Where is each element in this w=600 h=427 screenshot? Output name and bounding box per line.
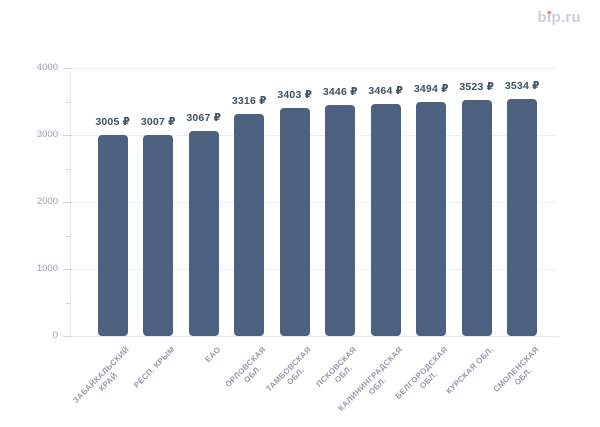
bar[interactable] bbox=[461, 99, 492, 336]
bar-slot: 3534 ₽ bbox=[500, 68, 546, 336]
y-tick-major bbox=[63, 202, 71, 203]
bars-row: 3005 ₽ 3007 ₽ 3067 ₽ 3316 ₽ 3403 ₽ 3446 ₽ 3464… bbox=[70, 68, 555, 336]
bar-value-label: 3067 ₽ bbox=[186, 111, 222, 124]
bar[interactable] bbox=[97, 134, 128, 336]
gridline bbox=[71, 269, 555, 270]
bar-value-label: 3494 ₽ bbox=[413, 82, 449, 95]
x-tick-label: СМОЛЕНСКАЯ ОБЛ. bbox=[491, 345, 541, 394]
gridline bbox=[71, 68, 555, 69]
y-tick-minor bbox=[66, 235, 71, 237]
bar-slot: 3494 ₽ bbox=[409, 68, 455, 336]
x-axis-baseline bbox=[70, 336, 559, 337]
bar[interactable] bbox=[416, 101, 447, 336]
x-tick-label: ЕАО bbox=[202, 345, 223, 365]
y-tick-label: 0 bbox=[52, 330, 58, 341]
bar-value-label: 3316 ₽ bbox=[231, 94, 267, 107]
y-tick-minor bbox=[66, 168, 71, 170]
bip-logo[interactable]: bı p.ru bbox=[537, 9, 581, 26]
y-tick-label: 1000 bbox=[36, 263, 58, 274]
x-tick-label: ТАМБОВСКАЯ ОБЛ. bbox=[264, 345, 314, 394]
x-label-slot: ТАМБОВСКАЯ ОБЛ. bbox=[265, 343, 318, 427]
bar-slot: 3464 ₽ bbox=[363, 68, 409, 336]
x-tick-label: РЕСП. КРЫМ bbox=[131, 345, 177, 390]
bar-slot: 3067 ₽ bbox=[181, 68, 227, 336]
bar-slot: 3403 ₽ bbox=[272, 68, 318, 336]
y-tick-major bbox=[63, 135, 71, 136]
logo-i-dot-icon bbox=[547, 11, 551, 15]
bar-slot: 3316 ₽ bbox=[227, 68, 273, 336]
bar-value-label: 3007 ₽ bbox=[140, 115, 176, 128]
y-tick-major bbox=[63, 68, 71, 69]
gridline bbox=[71, 202, 555, 203]
bar[interactable] bbox=[234, 113, 265, 336]
bar-value-label: 3534 ₽ bbox=[504, 80, 540, 93]
x-label-slot: СМОЛЕНСКАЯ ОБЛ. bbox=[492, 343, 546, 427]
bar-value-label: 3523 ₽ bbox=[459, 80, 495, 93]
bar[interactable] bbox=[370, 103, 401, 336]
bar-value-label: 3446 ₽ bbox=[322, 86, 358, 99]
x-tick-label: ЗАБАЙКАЛЬСКИЙ КРАЙ bbox=[71, 345, 132, 405]
bar-value-label: 3403 ₽ bbox=[277, 89, 313, 101]
bar[interactable] bbox=[188, 130, 219, 336]
y-tick-label: 2000 bbox=[36, 196, 58, 207]
y-tick-label: 3000 bbox=[36, 129, 58, 140]
bar-slot: 3446 ₽ bbox=[318, 68, 364, 336]
bar-slot: 3005 ₽ bbox=[90, 68, 136, 336]
x-axis-labels: ЗАБАЙКАЛЬСКИЙ КРАЙ РЕСП. КРЫМ ЕАО ОРЛОВСКАЯ О… bbox=[70, 343, 555, 427]
y-tick-minor bbox=[66, 302, 71, 304]
bar-value-label: 3464 ₽ bbox=[368, 84, 404, 97]
x-label-slot: ЕАО bbox=[181, 343, 227, 427]
y-tick-major bbox=[63, 269, 71, 270]
gridline bbox=[71, 135, 555, 136]
x-label-slot: ЗАБАЙКАЛЬСКИЙ КРАЙ bbox=[71, 343, 136, 427]
logo-letter-i: ı bbox=[546, 9, 552, 26]
bar-slot: 3007 ₽ bbox=[136, 68, 182, 336]
bar[interactable] bbox=[279, 108, 310, 336]
y-tick-minor bbox=[66, 101, 71, 103]
bar[interactable] bbox=[325, 105, 356, 336]
x-label-slot: РЕСП. КРЫМ bbox=[132, 343, 182, 427]
bar-slot: 3523 ₽ bbox=[454, 68, 500, 336]
bar-value-label: 3005 ₽ bbox=[95, 115, 131, 128]
y-tick-label: 4000 bbox=[36, 62, 58, 73]
bar[interactable] bbox=[143, 134, 174, 336]
y-tick-major bbox=[63, 336, 71, 337]
bar[interactable] bbox=[507, 99, 538, 336]
